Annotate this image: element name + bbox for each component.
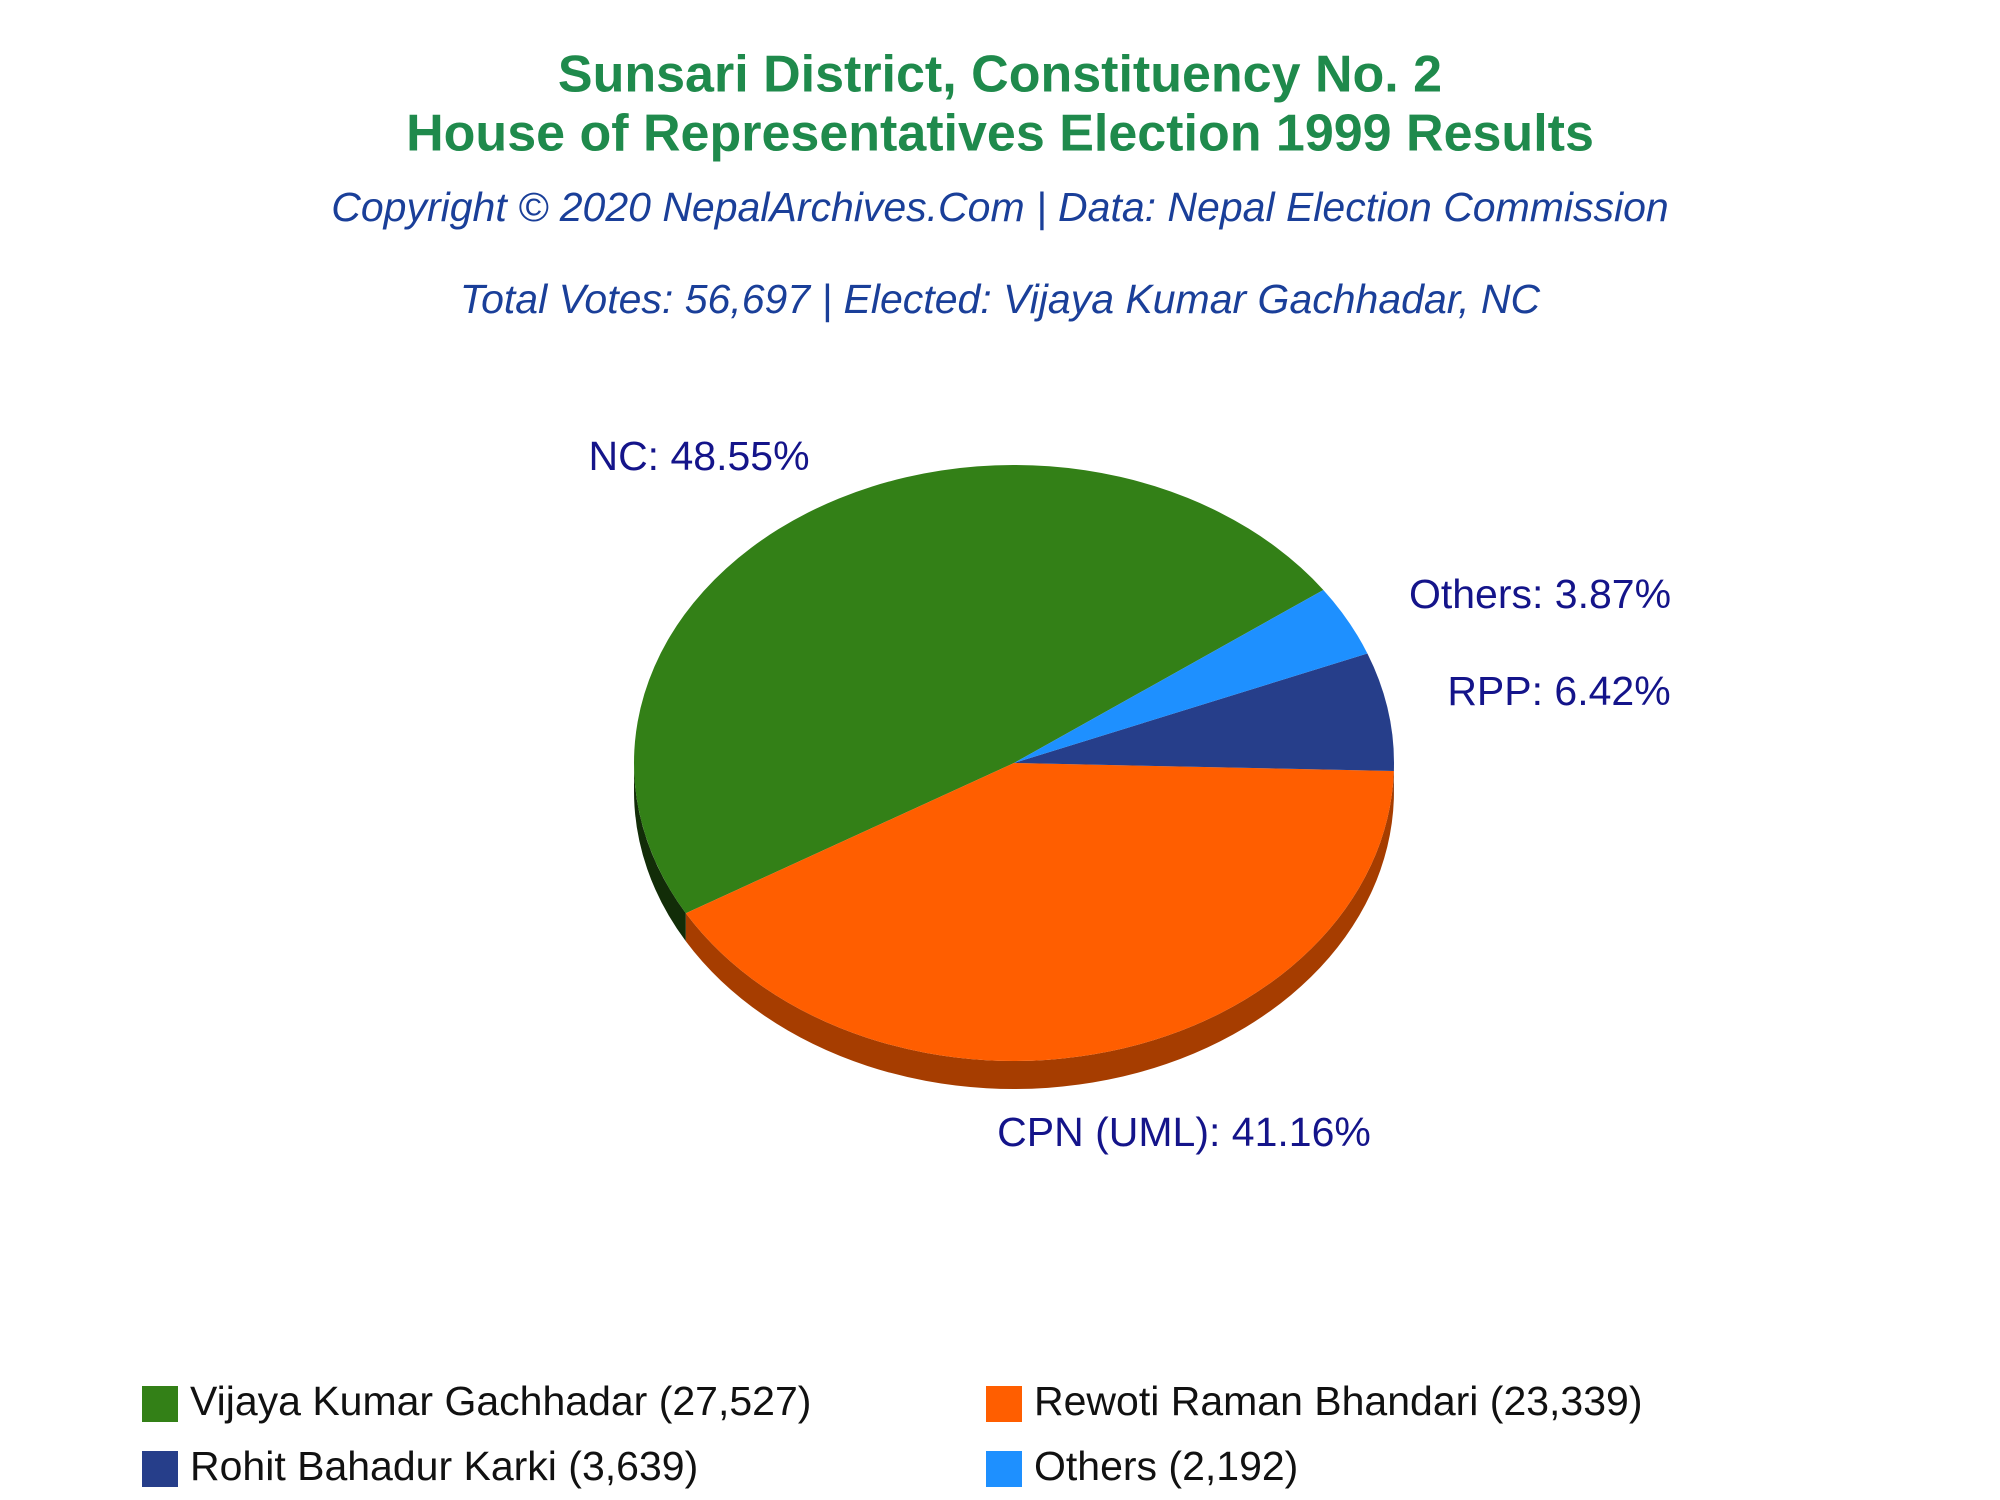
legend-label: Rewoti Raman Bhandari (23,339) [1034,1378,1643,1424]
data-label: RPP: 6.42% [1447,668,1670,714]
slice [685,763,1394,1062]
legend-label: Others (2,192) [1034,1443,1298,1489]
legend-swatch [986,1451,1022,1487]
pie-sides [634,763,1394,1089]
legend-swatch [986,1386,1022,1422]
data-label: Others: 3.87% [1409,571,1671,617]
slice [1014,589,1368,763]
chart-title: House of Representatives Election 1999 R… [406,105,1594,163]
legend-swatch [142,1386,178,1422]
data-label: CPN (UML): 41.16% [997,1109,1371,1155]
pie [633,464,1395,1062]
slice-side [634,763,686,942]
slice [633,464,1324,914]
legend-label: Rohit Bahadur Karki (3,639) [190,1443,698,1489]
chart-summary: Total Votes: 56,697 | Elected: Vijaya Ku… [460,276,1541,322]
slice [1014,653,1395,772]
chart-title: Sunsari District, Constituency No. 2 [558,46,1442,104]
legend-label: Vijaya Kumar Gachhadar (27,527) [190,1378,811,1424]
legend-swatch [142,1451,178,1487]
data-label: NC: 48.55% [588,433,809,479]
chart-subtitle: Copyright © 2020 NepalArchives.Com | Dat… [331,184,1669,230]
